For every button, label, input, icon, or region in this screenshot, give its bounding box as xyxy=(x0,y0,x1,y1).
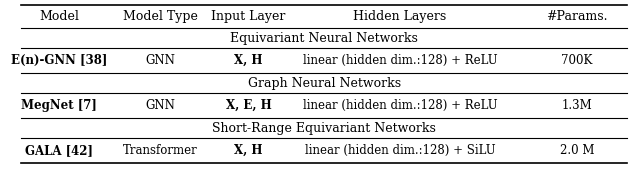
Text: linear (hidden dim.:128) + ReLU: linear (hidden dim.:128) + ReLU xyxy=(303,54,497,67)
Text: 2.0 M: 2.0 M xyxy=(559,144,594,157)
Text: Transformer: Transformer xyxy=(123,144,198,157)
Text: Hidden Layers: Hidden Layers xyxy=(353,10,447,23)
Text: X, E, H: X, E, H xyxy=(225,99,271,112)
Text: 700K: 700K xyxy=(561,54,593,67)
Text: GNN: GNN xyxy=(145,99,175,112)
Text: linear (hidden dim.:128) + ReLU: linear (hidden dim.:128) + ReLU xyxy=(303,99,497,112)
Text: Equivariant Neural Networks: Equivariant Neural Networks xyxy=(230,31,418,45)
Text: GNN: GNN xyxy=(145,54,175,67)
Text: Model: Model xyxy=(39,10,79,23)
Text: Graph Neural Networks: Graph Neural Networks xyxy=(248,76,401,90)
Text: X, H: X, H xyxy=(234,54,263,67)
Text: Model Type: Model Type xyxy=(123,10,198,23)
Text: MegNet [7]: MegNet [7] xyxy=(21,99,97,112)
Text: GALA [42]: GALA [42] xyxy=(25,144,93,157)
Text: 1.3M: 1.3M xyxy=(561,99,592,112)
Text: Input Layer: Input Layer xyxy=(211,10,285,23)
Text: X, H: X, H xyxy=(234,144,263,157)
Text: linear (hidden dim.:128) + SiLU: linear (hidden dim.:128) + SiLU xyxy=(305,144,495,157)
Text: E(n)-GNN [38]: E(n)-GNN [38] xyxy=(11,54,108,67)
Text: Short-Range Equivariant Networks: Short-Range Equivariant Networks xyxy=(212,121,436,135)
Text: #Params.: #Params. xyxy=(546,10,607,23)
